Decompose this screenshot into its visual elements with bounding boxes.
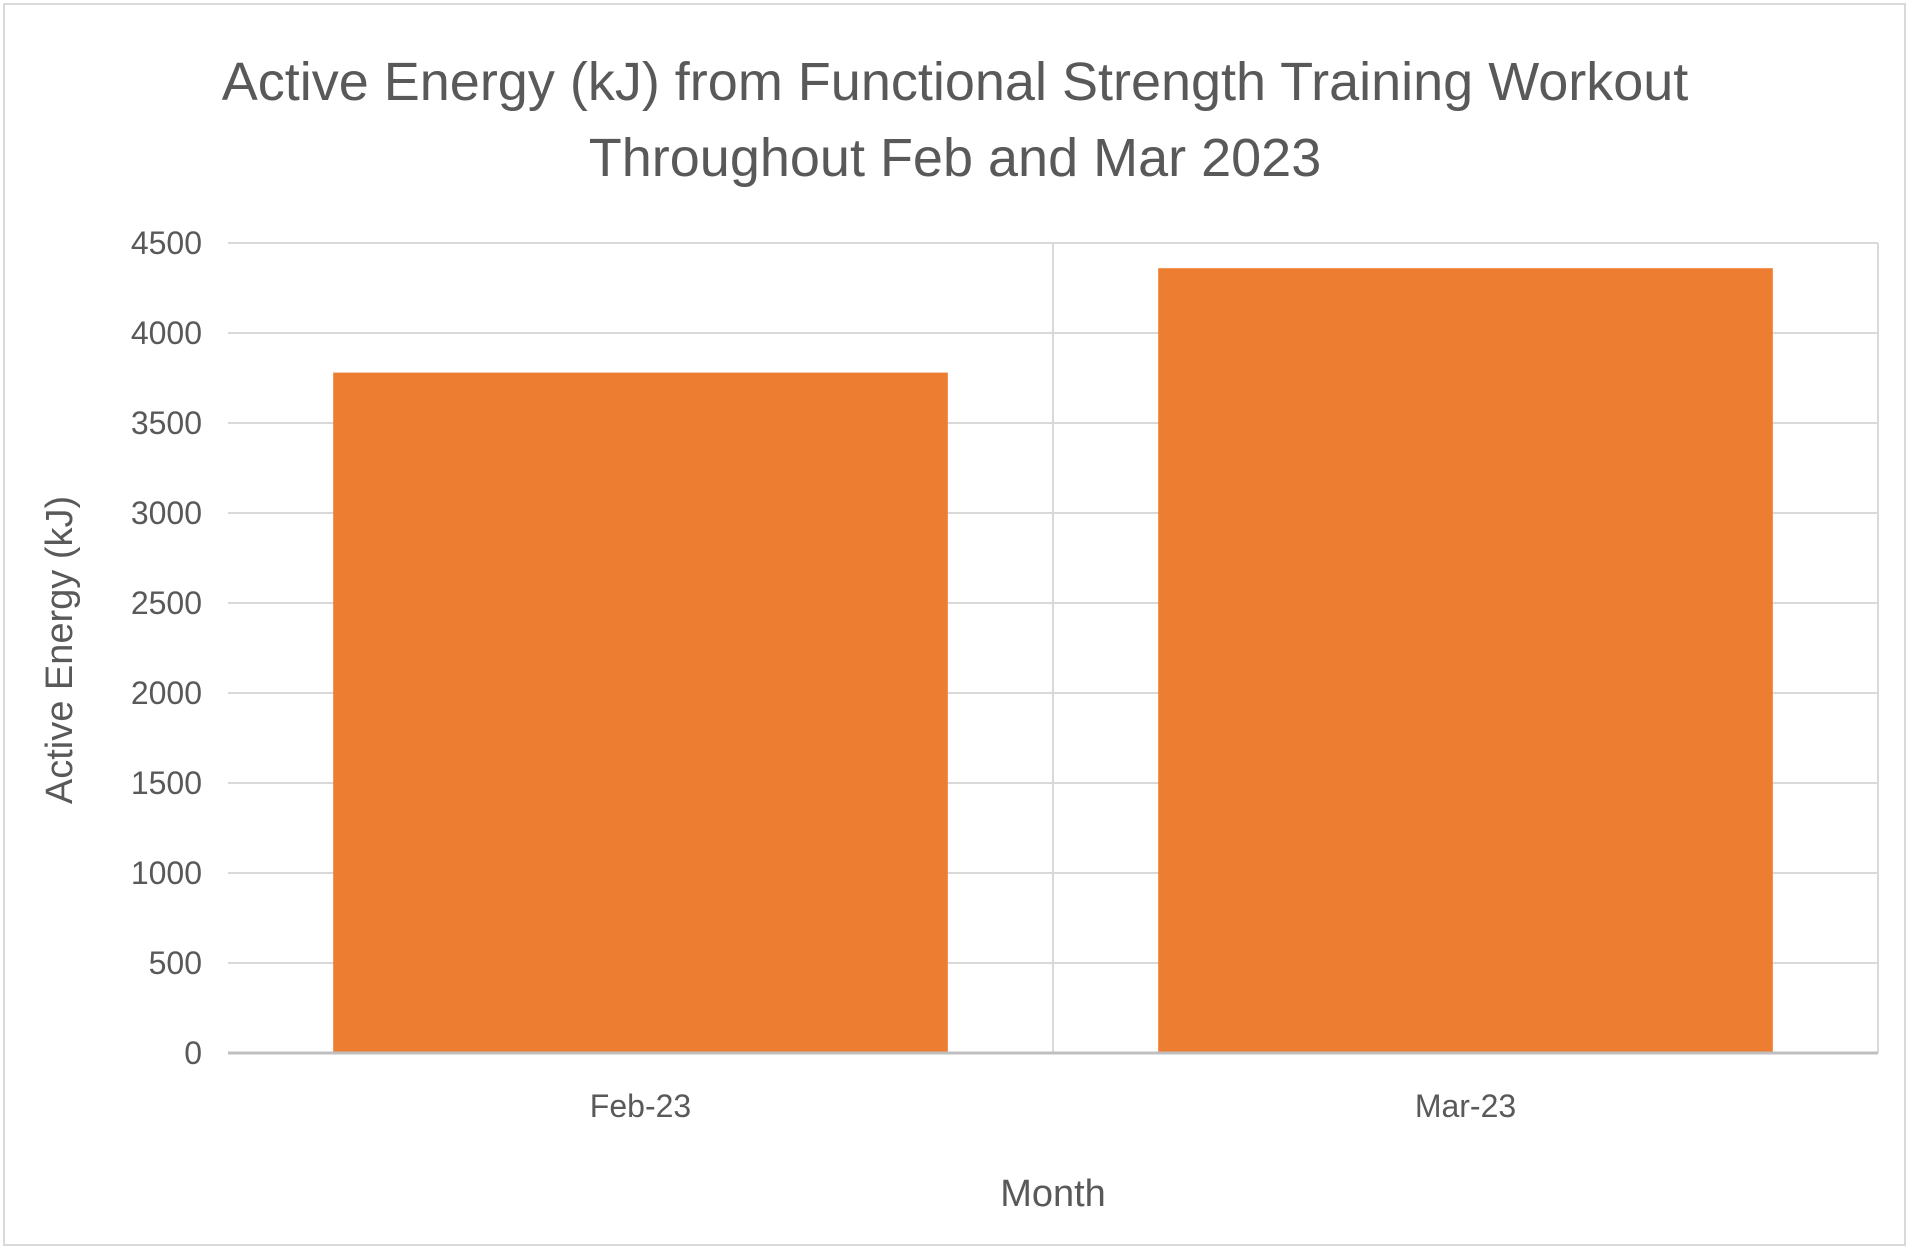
y-tick-label: 2000: [131, 675, 202, 711]
y-tick-label: 2500: [131, 585, 202, 621]
x-axis-tick-labels: Feb-23 Mar-23: [590, 1088, 1516, 1124]
y-tick-label: 0: [184, 1035, 202, 1071]
x-axis-title: Month: [1000, 1173, 1106, 1215]
y-tick-label: 1000: [131, 855, 202, 891]
chart-title-line-2: Throughout Feb and Mar 2023: [589, 128, 1321, 188]
y-axis-title: Active Energy (kJ): [39, 496, 81, 804]
y-tick-label: 3500: [131, 405, 202, 441]
chart-title-line-1: Active Energy (kJ) from Functional Stren…: [222, 52, 1689, 112]
y-tick-label: 1500: [131, 765, 202, 801]
bar-feb-23: [333, 372, 948, 1054]
y-axis-tick-labels: 0 500 1000 1500 2000 2500 3000 3500 4000 4500: [131, 225, 202, 1071]
y-tick-label: 500: [149, 945, 202, 981]
x-tick-label: Feb-23: [590, 1088, 691, 1124]
bars: [333, 268, 1773, 1054]
x-tick-label: Mar-23: [1415, 1088, 1516, 1124]
y-tick-label: 3000: [131, 495, 202, 531]
bar-mar-23: [1158, 268, 1773, 1053]
chart-title: Active Energy (kJ) from Functional Stren…: [222, 52, 1689, 188]
y-tick-label: 4000: [131, 315, 202, 351]
y-tick-label: 4500: [131, 225, 202, 261]
